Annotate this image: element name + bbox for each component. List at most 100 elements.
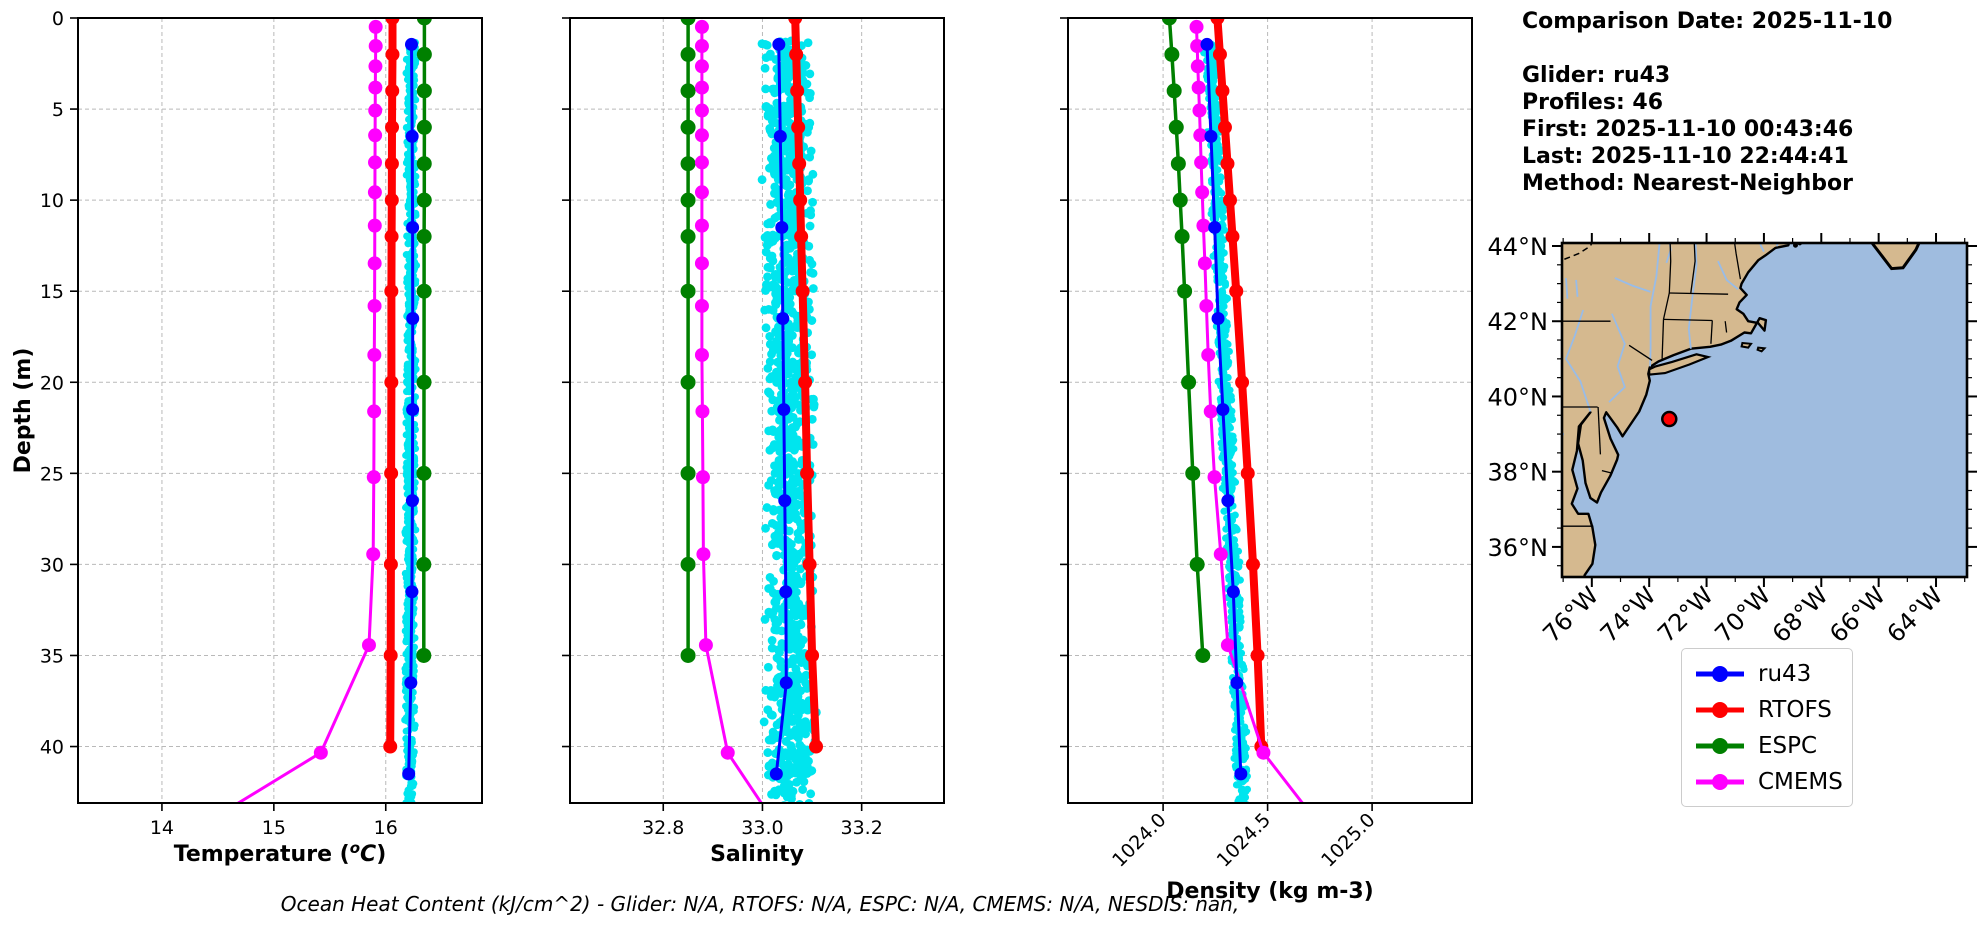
temperature-chart: 14 15 16 0 5 10 15 20 25 30 35 40 Temperature (oC) De… (11, 8, 483, 867)
series-ru43-temperature (402, 37, 420, 781)
state-border-line (1733, 243, 1742, 280)
temperature-xtick-label: 16 (374, 817, 398, 839)
depth-ytick-label: 25 (40, 463, 64, 485)
map-lat-label: 42°N (1488, 308, 1549, 336)
state-border-line (1601, 469, 1613, 474)
legend-line-sample (1696, 737, 1744, 754)
salinity-axes-frame (569, 17, 945, 804)
nova-scotia-landmass (1870, 243, 1921, 271)
map-lon-label: 76°W (1537, 581, 1604, 648)
temperature-xtick-label: 15 (262, 817, 286, 839)
comparison-date-text: Comparison Date: 2025-11-10 (1522, 9, 1893, 34)
temperature-axes-frame (77, 17, 483, 804)
map-lon-label: 72°W (1652, 581, 1719, 648)
density-xtick-label: 1025.0 (1317, 809, 1380, 872)
legend-item-cmems: CMEMS (1694, 766, 1843, 797)
salinity-xtick-label: 32.8 (642, 817, 684, 839)
state-border-line (1663, 318, 1713, 322)
density-axis-label: Density (kg m-3) (1166, 879, 1374, 904)
nantucket-island (1756, 346, 1767, 353)
map-lon-label: 74°W (1595, 581, 1662, 648)
map-lon-label: 64°W (1882, 581, 1949, 648)
state-border-line (1628, 344, 1653, 361)
depth-ytick-label: 40 (40, 737, 64, 759)
legend-item-espc: ESPC (1694, 730, 1840, 761)
density-xtick-label: 1024.5 (1213, 809, 1276, 872)
map-lat-label: 38°N (1488, 459, 1549, 487)
density-axes-frame (1067, 17, 1473, 804)
legend-line-sample (1696, 701, 1744, 718)
density-chart: 1024.0 1024.5 1025.0 Density (kg m-3) (1060, 17, 1473, 904)
density-xtick-label: 1024.0 (1108, 809, 1171, 872)
state-border-line (1668, 243, 1672, 294)
temperature-axis-label: Temperature (oC) (174, 839, 387, 867)
series-rtofs-salinity (788, 18, 824, 754)
salinity-chart: 32.8 33.0 33.2 Salinity (562, 17, 945, 867)
depth-ytick-label: 20 (40, 372, 64, 394)
depth-ytick-label: 10 (40, 190, 64, 212)
depth-ytick-label: 15 (40, 281, 64, 303)
legend-label: ESPC (1758, 732, 1818, 759)
depth-ytick-label: 30 (40, 554, 64, 576)
salinity-xtick-label: 33.0 (741, 817, 783, 839)
legend-item-ru43: ru43 (1694, 658, 1840, 689)
river-line (1614, 277, 1651, 293)
map-legend: ru43 RTOFS ESPC CMEMS (1681, 648, 1853, 807)
series-rtofs-temperature (383, 18, 400, 754)
map-lon-label: 66°W (1824, 581, 1891, 648)
first-profile-time-text: First: 2025-11-10 00:43:46 (1522, 117, 1854, 142)
state-border-line (1661, 319, 1665, 359)
state-border-line (1597, 406, 1602, 455)
series-cmems-density (1189, 19, 1305, 803)
glider-location-map: 44°N 42°N 40°N 38°N 36°N 76°W74°W72°W70°W68°W… (1488, 233, 1977, 648)
river-line (1565, 277, 1569, 299)
series-cmems-temperature (235, 19, 383, 803)
series-rtofs-density (1210, 18, 1269, 754)
series-ru43-salinity (769, 37, 793, 781)
legend-line-sample (1696, 665, 1744, 682)
mainland-landmass (1562, 243, 1791, 577)
glider-location-marker (1661, 410, 1678, 428)
series-ru43-density (1200, 37, 1248, 781)
series-espc-salinity (680, 18, 696, 663)
method-text: Method: Nearest-Neighbor (1522, 171, 1853, 196)
river-line (1758, 243, 1765, 253)
salinity-xtick-label: 33.2 (841, 817, 883, 839)
map-lon-label: 70°W (1710, 581, 1777, 648)
legend-line-sample (1696, 773, 1744, 790)
depth-ytick-label: 0 (52, 8, 64, 30)
river-line (1649, 243, 1661, 367)
series-espc-density (1161, 18, 1211, 663)
series-espc-temperature (416, 18, 432, 663)
info-panel: Comparison Date: 2025-11-10 Glider: ru43… (1522, 8, 1892, 197)
state-border-line (1662, 292, 1670, 320)
legend-label: ru43 (1758, 660, 1812, 687)
temperature-xtick-label: 14 (150, 817, 174, 839)
series-cmems-salinity (694, 19, 764, 803)
state-border-line (1724, 321, 1728, 333)
long-island (1648, 353, 1712, 376)
river-line (1717, 260, 1739, 290)
info-panel-spacer (1522, 35, 1892, 62)
depth-ytick-label: 5 (52, 99, 64, 121)
profiles-count-text: Profiles: 46 (1522, 90, 1664, 115)
glider-name-text: Glider: ru43 (1522, 63, 1671, 88)
last-profile-time-text: Last: 2025-11-10 22:44:41 (1522, 144, 1849, 169)
legend-item-rtofs: RTOFS (1694, 694, 1840, 725)
map-lat-label: 44°N (1488, 233, 1549, 261)
ocean-heat-content-note: Ocean Heat Content (kJ/cm^2) - Glider: N… (280, 892, 1240, 916)
legend-label: RTOFS (1758, 696, 1832, 723)
state-border-line (1690, 243, 1696, 294)
map-lon-label: 68°W (1767, 581, 1834, 648)
legend-label: CMEMS (1758, 768, 1843, 795)
state-border-line (1710, 320, 1713, 344)
depth-axis-label: Depth (m) (11, 348, 36, 474)
river-line (1564, 309, 1592, 412)
salinity-axis-label: Salinity (710, 842, 804, 867)
map-lat-label: 40°N (1488, 383, 1549, 411)
river-line (1687, 243, 1698, 349)
map-lat-label: 36°N (1488, 534, 1549, 562)
river-line (1575, 279, 1579, 297)
